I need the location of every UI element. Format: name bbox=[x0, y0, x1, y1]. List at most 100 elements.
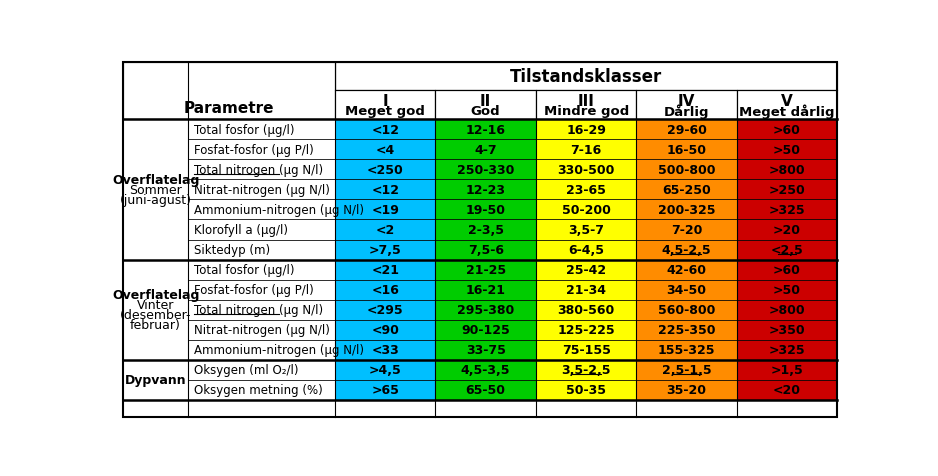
Text: Overflatelag: Overflatelag bbox=[112, 288, 199, 301]
Bar bbox=[636, 140, 736, 160]
Text: Total fosfor (µg/l): Total fosfor (µg/l) bbox=[194, 264, 295, 277]
Text: 2,5-1,5: 2,5-1,5 bbox=[661, 363, 711, 377]
Bar bbox=[335, 380, 435, 400]
Text: >250: >250 bbox=[768, 184, 806, 197]
Bar bbox=[335, 180, 435, 200]
Text: (desember-: (desember- bbox=[120, 308, 191, 321]
Bar bbox=[736, 260, 838, 280]
Text: 75-155: 75-155 bbox=[562, 343, 611, 357]
Text: 16-21: 16-21 bbox=[465, 283, 506, 297]
Text: III: III bbox=[578, 93, 595, 109]
Text: <295: <295 bbox=[367, 303, 403, 317]
Bar bbox=[188, 220, 335, 240]
Bar bbox=[636, 340, 736, 360]
Text: >800: >800 bbox=[769, 303, 806, 317]
Bar bbox=[636, 120, 736, 140]
Text: >350: >350 bbox=[769, 323, 806, 337]
Text: Ammonium-nitrogen (µg N/l): Ammonium-nitrogen (µg N/l) bbox=[194, 343, 364, 357]
Bar bbox=[124, 63, 335, 120]
Bar bbox=[188, 360, 335, 380]
Text: <20: <20 bbox=[773, 383, 801, 397]
Bar bbox=[536, 140, 636, 160]
Text: Vinter: Vinter bbox=[137, 298, 174, 311]
Bar bbox=[335, 260, 435, 280]
Bar bbox=[435, 240, 536, 260]
Text: <90: <90 bbox=[371, 323, 400, 337]
Bar bbox=[736, 180, 838, 200]
Text: 21-25: 21-25 bbox=[465, 264, 506, 277]
Text: (juni-agust): (juni-agust) bbox=[120, 194, 191, 207]
Bar bbox=[736, 340, 838, 360]
Bar bbox=[435, 180, 536, 200]
Text: <21: <21 bbox=[371, 264, 400, 277]
Bar bbox=[335, 220, 435, 240]
Bar bbox=[188, 180, 335, 200]
Bar bbox=[335, 200, 435, 220]
Text: <4: <4 bbox=[375, 144, 395, 157]
Text: 16-29: 16-29 bbox=[567, 124, 606, 137]
Bar bbox=[636, 240, 736, 260]
Bar bbox=[188, 300, 335, 320]
Bar bbox=[536, 91, 636, 120]
Bar bbox=[636, 320, 736, 340]
Bar bbox=[636, 160, 736, 180]
Text: Dypvann: Dypvann bbox=[125, 373, 187, 387]
Bar bbox=[335, 63, 838, 91]
Text: 500-800: 500-800 bbox=[658, 164, 716, 177]
Text: >60: >60 bbox=[773, 124, 801, 137]
Bar bbox=[636, 280, 736, 300]
Text: 35-20: 35-20 bbox=[667, 383, 706, 397]
Bar bbox=[536, 360, 636, 380]
Text: >325: >325 bbox=[769, 343, 806, 357]
Bar bbox=[536, 280, 636, 300]
Text: Meget dårlig: Meget dårlig bbox=[739, 104, 835, 119]
Bar bbox=[536, 320, 636, 340]
Text: <12: <12 bbox=[371, 184, 400, 197]
Bar bbox=[435, 91, 536, 120]
Bar bbox=[335, 240, 435, 260]
Bar bbox=[335, 140, 435, 160]
Text: Total fosfor (µg/l): Total fosfor (µg/l) bbox=[194, 124, 295, 137]
Text: 295-380: 295-380 bbox=[457, 303, 514, 317]
Text: Klorofyll a (µg/l): Klorofyll a (µg/l) bbox=[194, 224, 288, 237]
Bar bbox=[636, 180, 736, 200]
Text: >325: >325 bbox=[769, 204, 806, 217]
Text: 7,5-6: 7,5-6 bbox=[468, 244, 504, 257]
Text: Tilstandsklasser: Tilstandsklasser bbox=[510, 68, 662, 86]
Bar bbox=[188, 380, 335, 400]
Bar bbox=[124, 260, 188, 360]
Bar bbox=[536, 380, 636, 400]
Bar bbox=[536, 180, 636, 200]
Text: Ammonium-nitrogen (µg N/l): Ammonium-nitrogen (µg N/l) bbox=[194, 204, 364, 217]
Text: II: II bbox=[480, 93, 492, 109]
Bar bbox=[736, 140, 838, 160]
Text: V: V bbox=[781, 93, 793, 109]
Bar bbox=[335, 360, 435, 380]
Bar bbox=[736, 91, 838, 120]
Bar bbox=[335, 91, 435, 120]
Bar bbox=[188, 320, 335, 340]
Text: 380-560: 380-560 bbox=[557, 303, 614, 317]
Bar bbox=[536, 240, 636, 260]
Bar bbox=[188, 340, 335, 360]
Bar bbox=[435, 140, 536, 160]
Text: Sommer: Sommer bbox=[129, 184, 182, 197]
Bar bbox=[536, 160, 636, 180]
Bar bbox=[736, 220, 838, 240]
Text: Fosfat-fosfor (µg P/l): Fosfat-fosfor (µg P/l) bbox=[194, 283, 313, 297]
Text: Nitrat-nitrogen (µg N/l): Nitrat-nitrogen (µg N/l) bbox=[194, 323, 330, 337]
Bar bbox=[636, 360, 736, 380]
Text: Oksygen (ml O₂/l): Oksygen (ml O₂/l) bbox=[194, 363, 298, 377]
Text: Overflatelag: Overflatelag bbox=[112, 174, 199, 187]
Bar bbox=[736, 360, 838, 380]
Text: februar): februar) bbox=[130, 318, 181, 331]
Bar bbox=[536, 300, 636, 320]
Bar bbox=[636, 380, 736, 400]
Bar bbox=[536, 200, 636, 220]
Bar bbox=[188, 200, 335, 220]
Text: 16-50: 16-50 bbox=[667, 144, 706, 157]
Text: >65: >65 bbox=[371, 383, 400, 397]
Text: 12-23: 12-23 bbox=[465, 184, 506, 197]
Text: I: I bbox=[383, 93, 388, 109]
Text: Parametre: Parametre bbox=[184, 101, 275, 116]
